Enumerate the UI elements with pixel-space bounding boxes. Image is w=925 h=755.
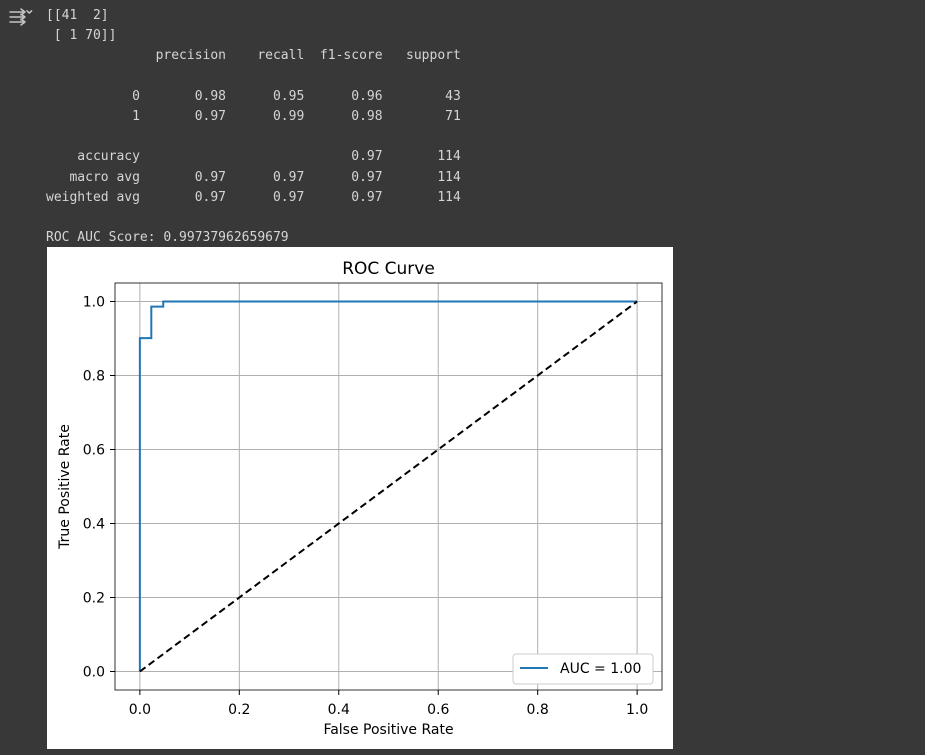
x-tick-label: 1.0 (626, 702, 648, 718)
x-tick-label: 0.4 (328, 702, 350, 718)
roc-curve-line (138, 300, 638, 672)
x-axis-label: False Positive Rate (323, 722, 453, 738)
legend-box (512, 653, 654, 685)
y-axis-label: True Positive Rate (57, 424, 73, 550)
x-tick-label: 0.6 (427, 702, 449, 718)
x-tick-label: 0.2 (228, 702, 250, 718)
y-tick-label: 0.2 (83, 591, 105, 607)
output-expand-icon[interactable] (9, 7, 33, 31)
plot-frame (114, 282, 663, 691)
x-tick-label: 0.8 (527, 702, 549, 718)
roc-chart: 0.0 0.2 0.4 0.6 0.8 1.0 0.0 0.2 0.4 0.6 0.8 1.0 ROC… (47, 247, 673, 749)
x-tick-label: 0.0 (129, 702, 151, 718)
output-line: [[41 2] (46, 8, 109, 23)
diagonal-reference-line (139, 300, 638, 673)
series-layer (138, 300, 638, 673)
output-line: precision recall f1-score support (46, 48, 461, 64)
y-tick-label: 0.4 (83, 517, 105, 533)
legend: AUC = 1.00 (512, 653, 654, 685)
legend-label: AUC = 1.00 (560, 661, 641, 677)
tick-layer: 0.0 0.2 0.4 0.6 0.8 1.0 0.0 0.2 0.4 0.6 0.8 1.0 (83, 295, 649, 719)
output-line: [ 1 70]] (46, 28, 117, 44)
chart-title: ROC Curve (342, 259, 435, 279)
output-line: weighted avg 0.97 0.97 0.97 114 (46, 189, 461, 205)
y-tick-label: 0.6 (83, 443, 105, 459)
output-line: accuracy 0.97 114 (46, 149, 461, 165)
y-tick-label: 0.8 (83, 369, 105, 385)
output-line: macro avg 0.97 0.97 0.97 114 (46, 169, 461, 185)
y-tick-label: 0.0 (83, 665, 105, 681)
text-output: [[41 2] [ 1 70]] precision recall f1-sco… (46, 6, 461, 248)
output-line: ROC AUC Score: 0.99737962659679 (46, 230, 289, 246)
roc-plot-image: 0.0 0.2 0.4 0.6 0.8 1.0 0.0 0.2 0.4 0.6 0.8 1.0 ROC… (47, 247, 673, 749)
grid-lines (115, 283, 662, 690)
output-line: 1 0.97 0.99 0.98 71 (46, 109, 461, 125)
output-line: 0 0.98 0.95 0.96 43 (46, 88, 461, 104)
y-tick-label: 1.0 (83, 295, 105, 311)
